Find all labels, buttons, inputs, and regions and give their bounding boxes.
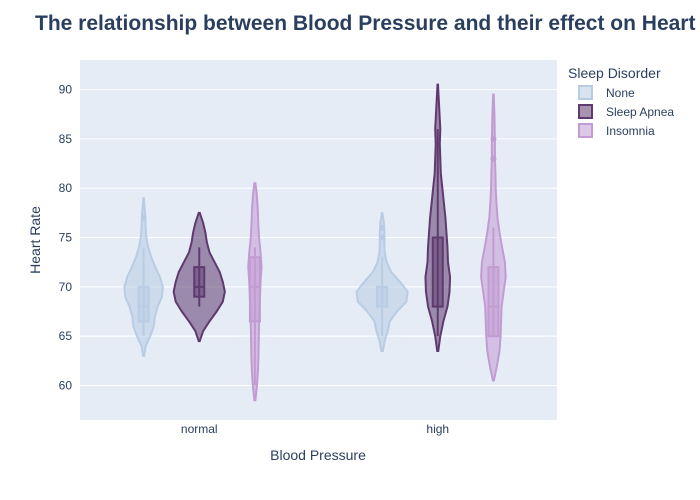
legend-swatch <box>578 85 593 100</box>
legend: Sleep Disorder None Sleep Apnea Insomnia <box>568 65 674 138</box>
y-tick-label: 70 <box>59 280 73 294</box>
legend-swatch <box>578 123 593 138</box>
violin-box <box>487 266 500 338</box>
violin-none-high <box>355 211 409 352</box>
y-tick-labels: 60 65 70 75 80 85 90 <box>59 83 73 393</box>
violin-outlier-point <box>490 135 497 142</box>
violin-outlier-point <box>379 224 386 231</box>
violin-none-normal <box>123 197 164 357</box>
y-tick-label: 60 <box>59 378 73 392</box>
y-tick-label: 65 <box>59 329 73 343</box>
violin-outlier-point <box>140 214 147 221</box>
legend-title: Sleep Disorder <box>568 65 661 81</box>
x-tick-labels: normal high <box>181 422 449 436</box>
y-tick-label: 85 <box>59 132 73 146</box>
legend-item-sleep-apnea[interactable]: Sleep Apnea <box>578 104 674 119</box>
violin-box <box>248 256 261 323</box>
y-axis-title: Heart Rate <box>27 206 43 274</box>
violin-sleep-apnea-high <box>424 83 452 352</box>
legend-item-none[interactable]: None <box>578 85 635 100</box>
x-tick-label: normal <box>181 422 218 436</box>
y-tick-label: 75 <box>59 231 73 245</box>
violin-box <box>431 236 444 308</box>
y-tick-label: 90 <box>59 83 73 97</box>
legend-label: Sleep Apnea <box>606 105 674 119</box>
legend-label: None <box>606 86 635 100</box>
violin-groups <box>123 83 507 402</box>
violin-box <box>376 285 389 308</box>
violin-insomnia-normal <box>247 182 263 402</box>
x-axis-title: Blood Pressure <box>270 447 366 463</box>
violin-outlier-point <box>379 234 386 241</box>
violin-box <box>193 266 206 298</box>
x-tick-label: high <box>426 422 449 436</box>
y-tick-label: 80 <box>59 181 73 195</box>
legend-swatch <box>578 104 593 119</box>
violin-sleep-apnea-normal <box>172 211 226 343</box>
chart-title: The relationship between Blood Pressure … <box>35 12 700 35</box>
violin-insomnia-high <box>480 93 507 382</box>
violin-outlier-point <box>490 155 497 162</box>
legend-item-insomnia[interactable]: Insomnia <box>578 123 655 138</box>
plot-area <box>80 60 557 420</box>
violin-box <box>137 285 150 323</box>
legend-label: Insomnia <box>606 124 655 138</box>
